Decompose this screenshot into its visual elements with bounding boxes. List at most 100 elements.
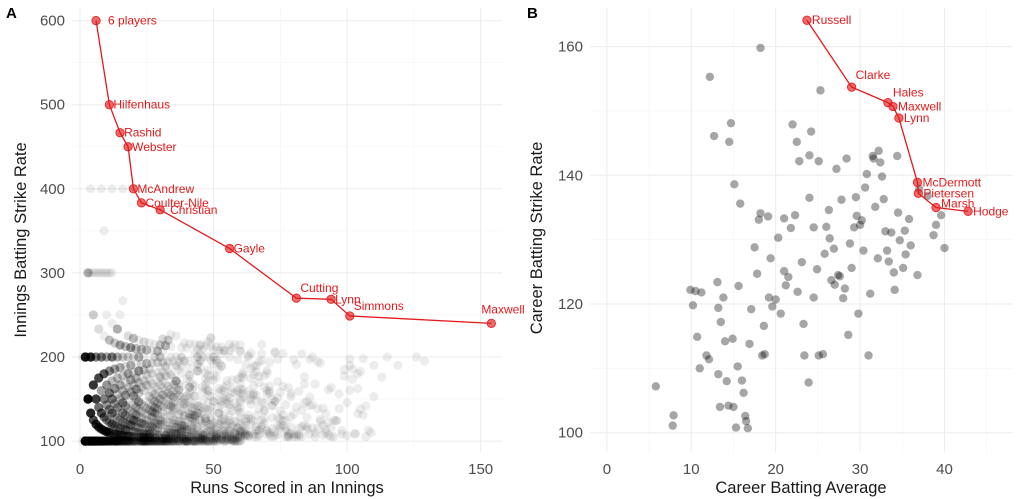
scatter-point [774, 233, 783, 242]
scatter-point [102, 427, 112, 437]
scatter-point [887, 228, 896, 237]
scatter-point [152, 385, 163, 395]
scatter-point [83, 394, 93, 404]
scatter-point [107, 428, 117, 439]
scatter-point [86, 436, 96, 446]
scatter-point [128, 352, 139, 362]
scatter-point [86, 408, 96, 418]
scatter-point [86, 408, 96, 418]
scatter-point [147, 387, 157, 397]
scatter-point [152, 404, 163, 414]
scatter-point [163, 431, 173, 441]
scatter-point [136, 382, 147, 392]
scatter-point [158, 407, 168, 417]
scatter-point [88, 380, 98, 390]
scatter-point [859, 246, 868, 255]
scatter-point [88, 380, 98, 390]
scatter-point [110, 364, 120, 374]
scatter-point [91, 436, 101, 446]
scatter-point [123, 369, 133, 379]
scatter-point [158, 433, 168, 443]
scatter-point [128, 400, 139, 410]
scatter-point [134, 352, 144, 362]
scatter-point [179, 411, 189, 421]
scatter-point [115, 430, 125, 440]
scatter-point [168, 428, 179, 438]
scatter-point [88, 436, 98, 446]
scatter-point [187, 436, 197, 446]
scatter-point [267, 413, 277, 423]
scatter-point [126, 436, 136, 446]
scatter-point [80, 436, 90, 446]
scatter-point [289, 409, 299, 419]
scatter-point [184, 432, 195, 442]
scatter-point [192, 366, 203, 376]
scatter-point [160, 430, 171, 441]
scatter-point [131, 384, 141, 394]
scatter-point [206, 333, 216, 343]
scatter-point [222, 433, 232, 443]
scatter-point [96, 408, 106, 418]
scatter-point [110, 411, 120, 421]
scatter-point [102, 352, 112, 362]
scatter-point [83, 436, 93, 446]
scatter-point [208, 352, 219, 362]
scatter-point [94, 436, 104, 446]
scatter-point [126, 426, 136, 436]
scatter-point [88, 436, 98, 446]
scatter-point [219, 394, 229, 404]
scatter-point [134, 388, 144, 398]
scatter-point [278, 415, 288, 426]
scatter-point [83, 436, 93, 446]
scatter-point [144, 436, 155, 446]
scatter-point [134, 432, 144, 442]
scatter-point [171, 376, 181, 386]
scatter-point [176, 352, 187, 362]
scatter-point [112, 413, 123, 423]
scatter-point [166, 433, 176, 444]
scatter-point [91, 436, 101, 446]
scatter-point [163, 381, 173, 392]
scatter-point [190, 430, 200, 440]
scatter-point [200, 436, 211, 446]
scatter-point [168, 436, 179, 446]
scatter-point [214, 358, 224, 368]
scatter-point [123, 352, 133, 362]
scatter-point [224, 429, 235, 440]
scatter-point [305, 392, 315, 402]
scatter-point [273, 413, 283, 423]
scatter-point [112, 422, 123, 432]
scatter-point [86, 352, 96, 362]
scatter-point [94, 422, 104, 432]
scatter-point [99, 436, 109, 446]
scatter-point [96, 436, 106, 446]
scatter-point [741, 411, 750, 421]
scatter-point [94, 373, 104, 383]
scatter-point [158, 427, 168, 437]
scatter-point [104, 436, 114, 446]
scatter-point [91, 352, 101, 362]
scatter-point [107, 436, 117, 446]
scatter-point [166, 410, 176, 420]
scatter-point [91, 419, 101, 429]
scatter-point [243, 410, 253, 420]
scatter-point [91, 394, 101, 404]
scatter-point [88, 380, 98, 390]
scatter-point [136, 428, 147, 438]
scatter-point [224, 352, 235, 362]
scatter-point [155, 372, 165, 382]
scatter-point [115, 436, 125, 446]
scatter-point [160, 424, 171, 434]
scatter-point [752, 269, 762, 278]
scatter-point [147, 433, 157, 443]
scatter-point [160, 433, 171, 443]
scatter-point [96, 436, 106, 446]
scatter-point [115, 380, 125, 390]
scatter-point [131, 384, 141, 394]
scatter-point [166, 401, 176, 411]
scatter-point [131, 427, 141, 437]
scatter-point [139, 432, 149, 443]
scatter-point [334, 404, 344, 414]
scatter-point [150, 426, 160, 436]
scatter-point [128, 436, 139, 446]
